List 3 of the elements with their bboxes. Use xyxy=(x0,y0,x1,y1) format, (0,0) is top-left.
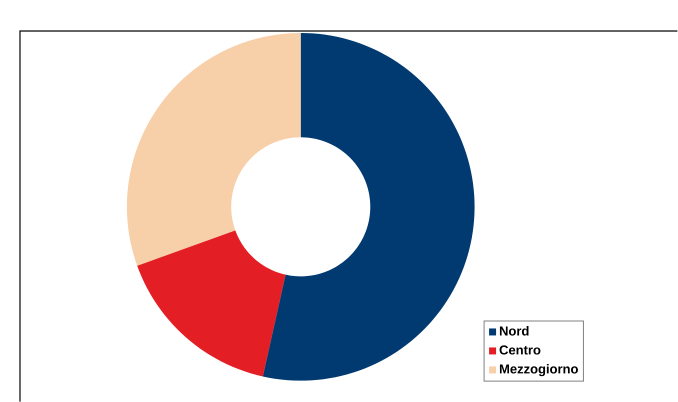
legend-label: Mezzogiorno xyxy=(500,364,578,376)
legend-label: Centro xyxy=(500,345,540,354)
legend-label: Nord xyxy=(500,326,529,336)
